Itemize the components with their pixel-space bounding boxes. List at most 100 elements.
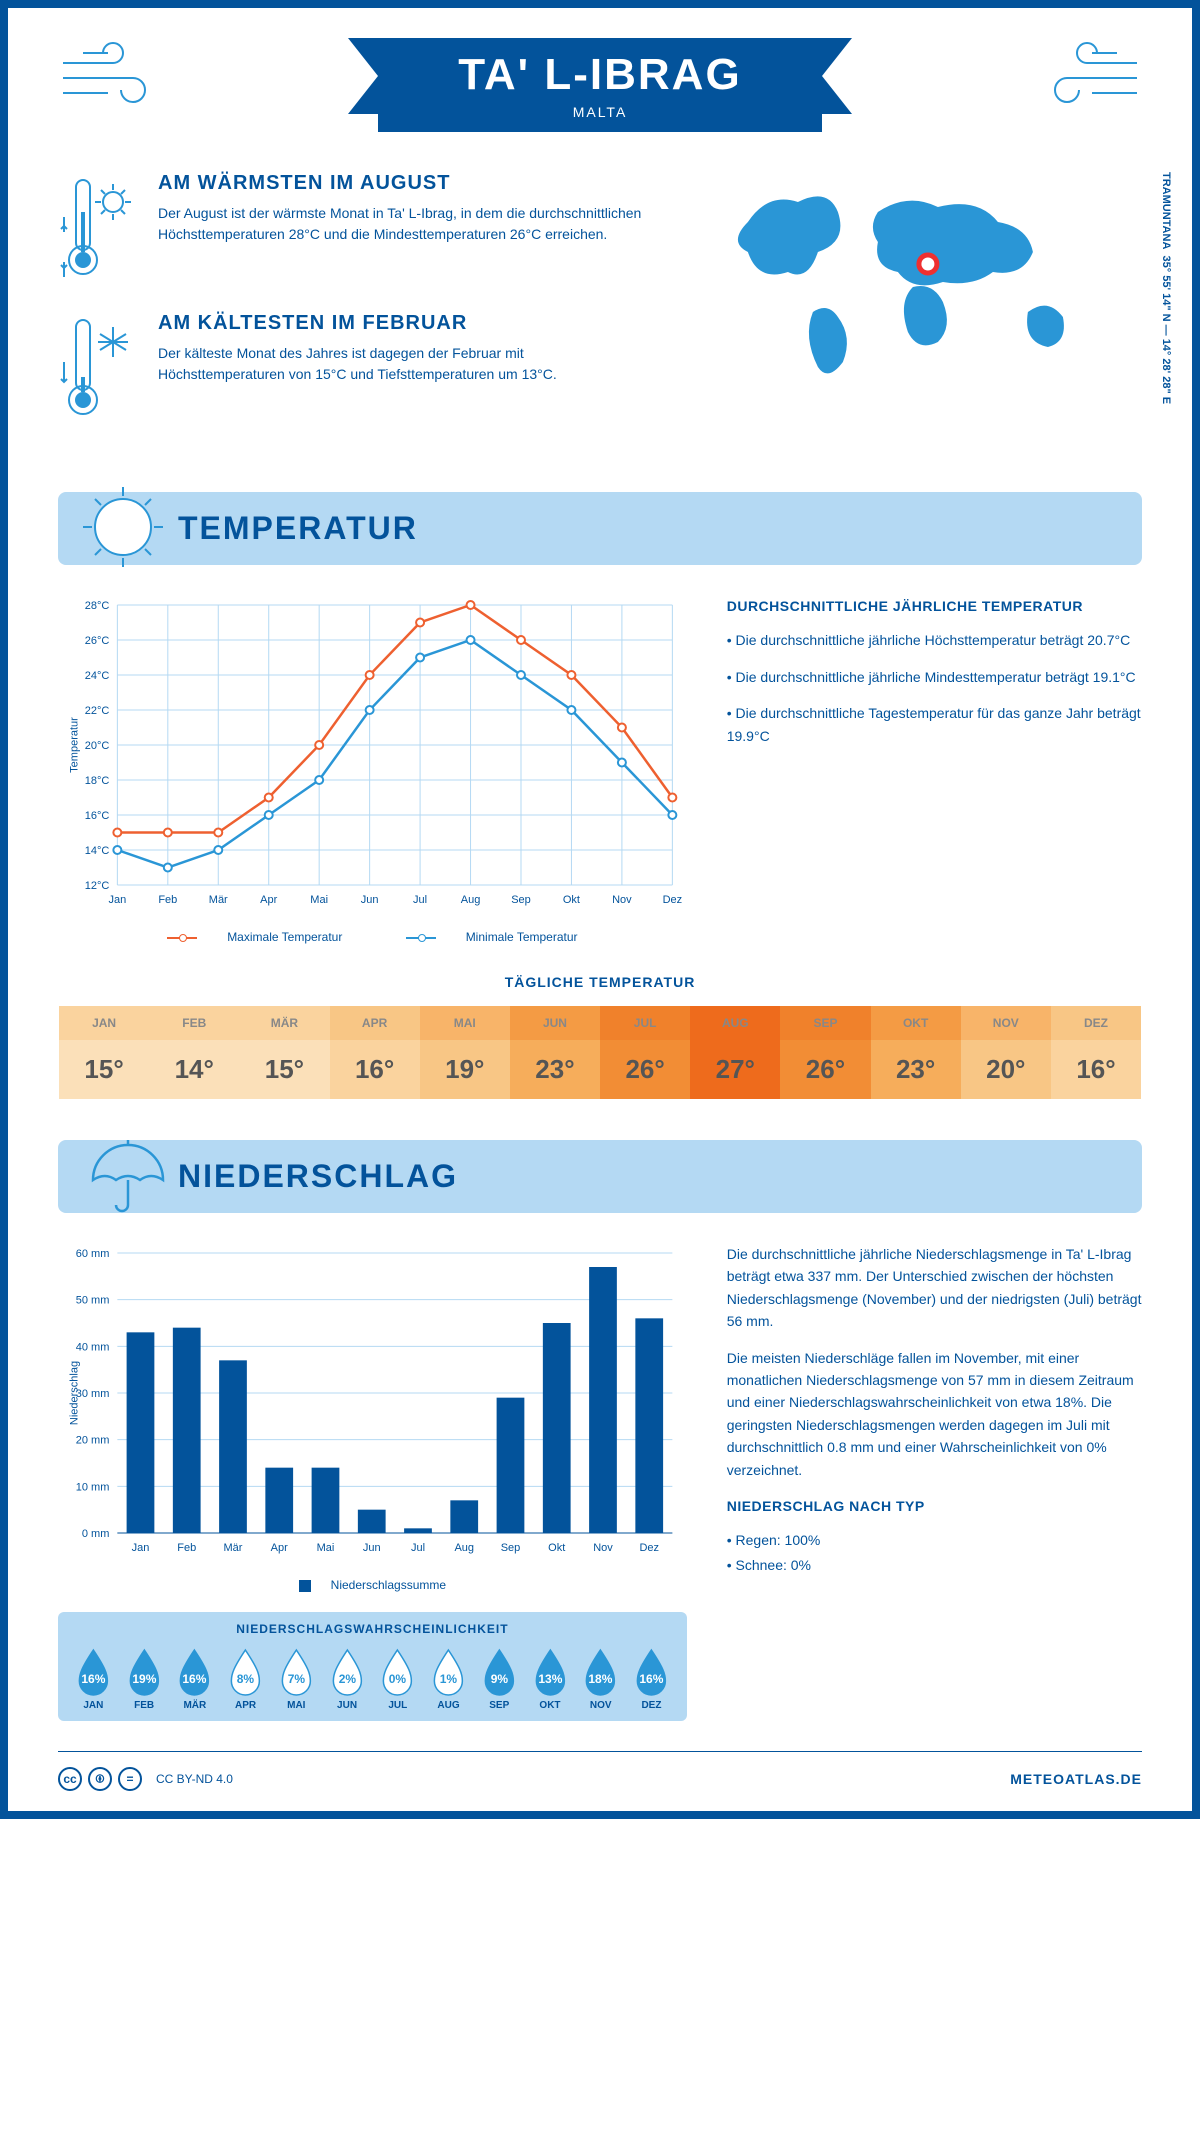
temp-cell: MAI 19°: [420, 1006, 510, 1099]
svg-text:10 mm: 10 mm: [76, 1481, 110, 1493]
svg-text:14°C: 14°C: [85, 845, 110, 857]
daily-temp-table: JAN 15° FEB 14° MÄR 15° APR 16° MAI 19° …: [58, 1005, 1142, 1100]
svg-text:Feb: Feb: [177, 1542, 196, 1554]
precipitation-banner: NIEDERSCHLAG: [58, 1140, 1142, 1213]
svg-text:30 mm: 30 mm: [76, 1388, 110, 1400]
svg-text:Jan: Jan: [132, 1542, 150, 1554]
temp-cell: JUL 26°: [600, 1006, 690, 1099]
probability-cell: 16% DEZ: [626, 1646, 677, 1711]
temperature-banner: TEMPERATUR: [58, 492, 1142, 565]
svg-text:16%: 16%: [81, 1672, 105, 1686]
svg-text:7%: 7%: [288, 1672, 306, 1686]
svg-text:Mai: Mai: [317, 1542, 335, 1554]
precipitation-bar-chart: 0 mm10 mm20 mm30 mm40 mm50 mm60 mmJanFeb…: [58, 1243, 687, 1563]
svg-text:Jun: Jun: [363, 1542, 381, 1554]
svg-text:Temperatur: Temperatur: [68, 717, 80, 773]
svg-text:Nov: Nov: [612, 894, 632, 906]
thermometer-cold-icon: [58, 312, 138, 422]
svg-text:Jul: Jul: [413, 894, 427, 906]
wind-icon: [1032, 38, 1142, 118]
chart-legend: Niederschlagssumme: [58, 1578, 687, 1592]
svg-text:0%: 0%: [389, 1672, 407, 1686]
probability-cell: 9% SEP: [474, 1646, 525, 1711]
source-link[interactable]: METEOATLAS.DE: [1010, 1771, 1142, 1787]
temp-cell: SEP 26°: [780, 1006, 870, 1099]
svg-text:Apr: Apr: [260, 894, 277, 906]
svg-text:16%: 16%: [639, 1672, 663, 1686]
page-title: TA' L-IBRAG: [458, 50, 741, 100]
temp-cell: JAN 15°: [59, 1006, 149, 1099]
warmest-text: Der August ist der wärmste Monat in Ta' …: [158, 203, 654, 245]
license: cc🅯= CC BY-ND 4.0: [58, 1767, 233, 1791]
svg-text:Sep: Sep: [501, 1542, 521, 1554]
temp-cell: JUN 23°: [510, 1006, 600, 1099]
svg-text:Jun: Jun: [361, 894, 379, 906]
wind-icon: [58, 38, 168, 118]
svg-text:50 mm: 50 mm: [76, 1295, 110, 1307]
probability-cell: 2% JUN: [322, 1646, 373, 1711]
umbrella-icon: [78, 1130, 168, 1220]
precipitation-info: Die durchschnittliche jährliche Niedersc…: [727, 1243, 1142, 1721]
temperature-info: DURCHSCHNITTLICHE JÄHRLICHE TEMPERATUR •…: [727, 595, 1142, 944]
svg-text:40 mm: 40 mm: [76, 1341, 110, 1353]
probability-cell: 18% NOV: [575, 1646, 626, 1711]
svg-text:24°C: 24°C: [85, 670, 110, 682]
temp-cell: DEZ 16°: [1051, 1006, 1141, 1099]
svg-text:Niederschlag: Niederschlag: [68, 1361, 80, 1425]
section-title: NIEDERSCHLAG: [178, 1158, 1142, 1195]
coordinates: TRAMUNTANA 35° 55' 14" N — 14° 28' 28" E: [1160, 172, 1172, 404]
svg-text:16°C: 16°C: [85, 810, 110, 822]
footer: cc🅯= CC BY-ND 4.0 METEOATLAS.DE: [58, 1751, 1142, 1791]
probability-cell: 16% MÄR: [169, 1646, 220, 1711]
probability-cell: 7% MAI: [271, 1646, 322, 1711]
temp-cell: OKT 23°: [871, 1006, 961, 1099]
svg-text:Okt: Okt: [563, 894, 580, 906]
svg-text:18%: 18%: [589, 1672, 613, 1686]
svg-text:22°C: 22°C: [85, 705, 110, 717]
temp-cell: APR 16°: [330, 1006, 420, 1099]
header: TA' L-IBRAG MALTA: [58, 38, 1142, 132]
svg-text:Apr: Apr: [271, 1542, 288, 1554]
svg-text:Nov: Nov: [593, 1542, 613, 1554]
temp-cell: NOV 20°: [961, 1006, 1051, 1099]
svg-text:Jul: Jul: [411, 1542, 425, 1554]
chart-legend: Maximale Temperatur Minimale Temperatur: [58, 930, 687, 944]
svg-text:18°C: 18°C: [85, 775, 110, 787]
svg-text:Aug: Aug: [461, 894, 481, 906]
svg-text:Aug: Aug: [454, 1542, 474, 1554]
svg-text:Mär: Mär: [209, 894, 228, 906]
svg-text:19%: 19%: [132, 1672, 156, 1686]
page-subtitle: MALTA: [458, 104, 741, 120]
warmest-heading: AM WÄRMSTEN IM AUGUST: [158, 172, 654, 195]
coldest-text: Der kälteste Monat des Jahres ist dagege…: [158, 343, 654, 385]
probability-cell: 19% FEB: [119, 1646, 170, 1711]
svg-text:Sep: Sep: [511, 894, 531, 906]
svg-text:1%: 1%: [440, 1672, 458, 1686]
probability-cell: 0% JUL: [372, 1646, 423, 1711]
coldest-block: AM KÄLTESTEN IM FEBRUAR Der kälteste Mon…: [58, 312, 654, 422]
probability-cell: 13% OKT: [525, 1646, 576, 1711]
daily-temp-title: TÄGLICHE TEMPERATUR: [58, 974, 1142, 990]
svg-text:28°C: 28°C: [85, 600, 110, 612]
svg-text:26°C: 26°C: [85, 635, 110, 647]
world-map: TRAMUNTANA 35° 55' 14" N — 14° 28' 28" E: [694, 172, 1142, 452]
temp-cell: AUG 27°: [690, 1006, 780, 1099]
probability-cell: 1% AUG: [423, 1646, 474, 1711]
svg-text:60 mm: 60 mm: [76, 1248, 110, 1260]
svg-text:12°C: 12°C: [85, 880, 110, 892]
probability-box: NIEDERSCHLAGSWAHRSCHEINLICHKEIT 16% JAN …: [58, 1612, 687, 1721]
svg-text:2%: 2%: [338, 1672, 356, 1686]
svg-text:9%: 9%: [491, 1672, 509, 1686]
svg-text:20°C: 20°C: [85, 740, 110, 752]
coldest-heading: AM KÄLTESTEN IM FEBRUAR: [158, 312, 654, 335]
svg-text:Dez: Dez: [639, 1542, 659, 1554]
svg-text:16%: 16%: [183, 1672, 207, 1686]
title-ribbon: TA' L-IBRAG MALTA: [378, 38, 821, 132]
probability-cell: 16% JAN: [68, 1646, 119, 1711]
temperature-line-chart: 12°C14°C16°C18°C20°C22°C24°C26°C28°CJanF…: [58, 595, 687, 915]
probability-cell: 8% APR: [220, 1646, 271, 1711]
svg-text:Feb: Feb: [158, 894, 177, 906]
svg-text:Okt: Okt: [548, 1542, 565, 1554]
svg-text:13%: 13%: [538, 1672, 562, 1686]
temp-cell: FEB 14°: [149, 1006, 239, 1099]
